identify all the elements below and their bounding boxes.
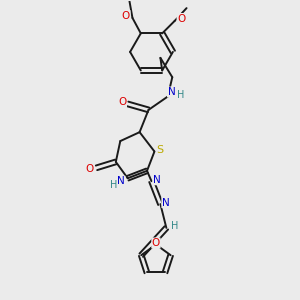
Text: N: N (167, 87, 175, 97)
Text: O: O (118, 98, 127, 107)
Text: H: H (171, 221, 178, 231)
Text: N: N (162, 198, 169, 208)
Text: S: S (156, 145, 164, 155)
Text: H: H (110, 180, 117, 190)
Text: N: N (117, 176, 125, 186)
Text: O: O (86, 164, 94, 174)
Text: O: O (152, 238, 160, 248)
Text: N: N (153, 175, 161, 185)
Text: O: O (122, 11, 130, 21)
Text: H: H (177, 90, 184, 100)
Text: O: O (177, 14, 185, 23)
